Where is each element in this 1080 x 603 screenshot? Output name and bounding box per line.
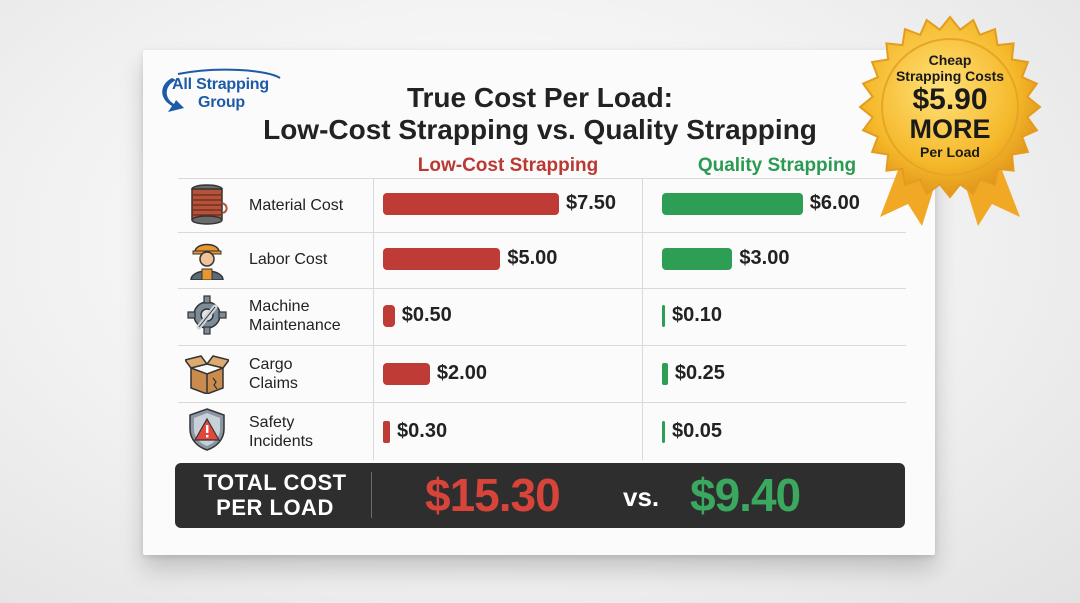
category-label-line1: Material Cost xyxy=(249,197,344,214)
savings-badge: Cheap Strapping Costs $5.90 MORE Per Loa… xyxy=(850,12,1050,232)
category-label-machine-maintenance: Machine Maintenance xyxy=(249,297,341,335)
row-divider xyxy=(178,288,906,289)
row-divider xyxy=(178,402,906,403)
spool-icon xyxy=(191,184,228,225)
quality-bar-labor-cost xyxy=(662,248,733,270)
category-label-line2: Maintenance xyxy=(249,317,341,334)
low-cost-bar-cargo-claims xyxy=(383,363,430,385)
quality-bar-safety-incidents xyxy=(662,421,665,443)
category-label-line2: Incidents xyxy=(249,433,314,450)
low-cost-bar-material-cost xyxy=(383,193,559,215)
quality-value-machine-maintenance: $0.10 xyxy=(672,304,723,326)
quality-value-material-cost: $6.00 xyxy=(809,192,860,214)
badge-line1: Cheap xyxy=(928,52,972,68)
logo-swoosh-icon xyxy=(162,68,281,112)
category-label-line1: Labor Cost xyxy=(249,251,328,268)
row-divider xyxy=(178,345,906,346)
low-cost-value-machine-maintenance: $0.50 xyxy=(401,304,452,326)
quality-value-cargo-claims: $0.25 xyxy=(674,362,725,384)
category-label-safety-incidents: Safety Incidents xyxy=(249,413,313,451)
category-label-labor-cost: Labor Cost xyxy=(249,250,327,269)
total-cost-label: TOTAL COST PER LOAD xyxy=(200,470,350,520)
category-label-cargo-claims: Cargo Claims xyxy=(249,355,298,393)
quality-bar-machine-maintenance xyxy=(662,305,665,327)
row-divider xyxy=(178,232,906,233)
row-divider xyxy=(178,178,906,179)
column-header-low-cost: Low-Cost Strapping xyxy=(417,155,599,176)
quality-bar-material-cost xyxy=(662,193,803,215)
badge-line5: Per Load xyxy=(920,144,980,160)
low-cost-bar-safety-incidents xyxy=(383,421,391,443)
category-label-line1: Machine xyxy=(249,298,310,315)
quality-value-safety-incidents: $0.05 xyxy=(672,420,723,442)
category-label-line1: Cargo xyxy=(249,356,293,373)
quality-bar-cargo-claims xyxy=(662,363,668,385)
category-label-line2: Claims xyxy=(249,375,298,392)
badge-amount: $5.90 xyxy=(912,83,988,116)
gear-wrench-icon xyxy=(187,295,227,335)
chart-subtitle: Low-Cost Strapping vs. Quality Strapping xyxy=(263,114,817,145)
low-cost-value-safety-incidents: $0.30 xyxy=(397,420,448,442)
logo-text-line2: Group xyxy=(198,94,245,111)
ribbon-badge-icon xyxy=(858,15,1042,226)
warning-shield-icon xyxy=(189,408,225,451)
company-logo: All Strapping Group xyxy=(158,66,288,116)
quality-value-labor-cost: $3.00 xyxy=(739,247,790,269)
total-vs-text: vs. xyxy=(623,482,660,512)
chart-title: True Cost Per Load: xyxy=(406,82,674,113)
column-header-quality: Quality Strapping xyxy=(697,155,857,176)
column-divider xyxy=(642,178,643,460)
category-label-line1: Safety xyxy=(249,414,295,431)
low-cost-value-labor-cost: $5.00 xyxy=(507,247,558,269)
low-cost-bar-labor-cost xyxy=(383,248,501,270)
badge-more: MORE xyxy=(909,114,991,144)
worker-icon xyxy=(190,243,224,280)
total-label-line2: PER LOAD xyxy=(216,495,334,520)
total-cost-panel xyxy=(175,463,905,528)
low-cost-bar-machine-maintenance xyxy=(383,305,395,327)
total-low-cost-value: $15.30 xyxy=(425,469,561,521)
category-label-material-cost: Material Cost xyxy=(249,196,343,215)
low-cost-value-cargo-claims: $2.00 xyxy=(436,362,487,384)
total-divider xyxy=(371,472,372,518)
low-cost-value-material-cost: $7.50 xyxy=(566,192,617,214)
broken-box-icon xyxy=(185,355,229,394)
total-label-line1: TOTAL COST xyxy=(203,470,347,495)
badge-line2: Strapping Costs xyxy=(895,68,1005,84)
column-divider xyxy=(373,178,374,460)
total-quality-value: $9.40 xyxy=(690,469,801,521)
logo-text-line1: All Strapping xyxy=(172,76,269,93)
